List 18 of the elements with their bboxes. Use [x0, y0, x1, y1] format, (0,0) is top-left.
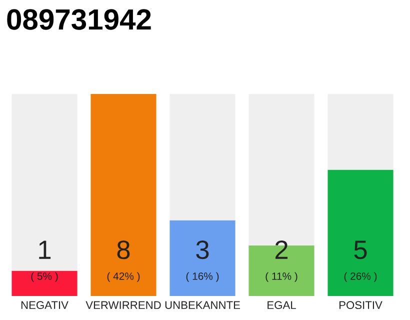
data-label: 5 ( 26% ) [344, 240, 377, 282]
x-tick-label: EGAL [268, 301, 296, 310]
bar [90, 94, 156, 296]
bar [170, 220, 236, 296]
x-tick-label: POSITIV [339, 301, 382, 310]
data-label: 2 ( 11% ) [266, 240, 298, 282]
data-label: 8 ( 42% ) [107, 240, 140, 282]
bar [12, 94, 78, 271]
bar [328, 170, 394, 296]
data-label: 3 ( 16% ) [186, 240, 219, 282]
data-label: 1 ( 5% ) [31, 240, 58, 282]
x-tick-label: VERWIRREND [86, 301, 161, 309]
bar [328, 94, 394, 170]
x-tick-label: UNBEKANNTE [165, 301, 240, 310]
chart-title: 089731942 [7, 9, 151, 30]
x-tick-label: NEGATIV [21, 301, 68, 310]
bar [170, 94, 236, 220]
bar [12, 270, 78, 296]
